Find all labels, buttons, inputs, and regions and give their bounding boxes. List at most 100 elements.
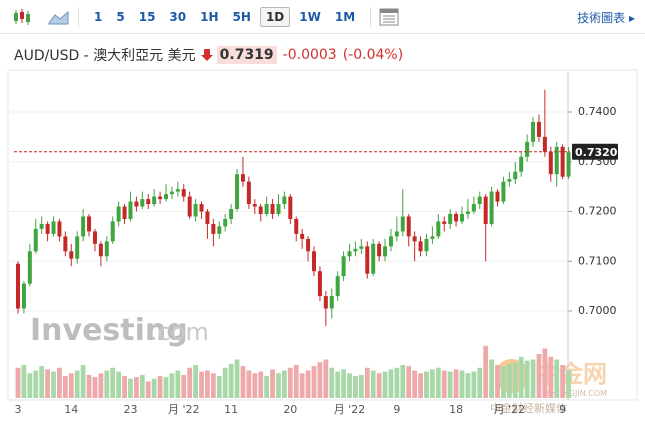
volume-bar: [270, 369, 275, 398]
candle-body: [424, 238, 429, 252]
candle-body: [240, 174, 245, 182]
volume-bar: [506, 363, 512, 398]
volume-bar: [86, 374, 92, 398]
area-icon[interactable]: [48, 9, 70, 25]
candle-body: [548, 151, 553, 175]
candle-body: [394, 231, 399, 237]
interval-button[interactable]: 1D: [259, 6, 291, 27]
candle-body: [300, 233, 305, 239]
interval-button[interactable]: 5H: [232, 9, 251, 24]
candle-body: [169, 191, 174, 195]
candle-body: [329, 296, 334, 309]
candle-body: [146, 199, 151, 205]
volume-bar: [264, 376, 270, 398]
volume-bar: [240, 366, 246, 398]
candle-body: [235, 174, 240, 210]
candle-body: [430, 236, 435, 239]
candle-icon[interactable]: [12, 8, 32, 26]
candle-body: [513, 171, 518, 180]
instrument-header: AUD/USD - 澳大利亞元 美元 0.7319 -0.0003 (-0.04…: [14, 45, 403, 65]
candle-body: [181, 189, 186, 197]
volume-bar: [566, 370, 571, 398]
interval-button[interactable]: 1W: [299, 9, 321, 24]
volume-bar: [199, 371, 204, 398]
candle-body: [57, 221, 62, 237]
volume-bar: [406, 366, 412, 398]
candle-body: [436, 221, 441, 237]
volume-bar: [495, 365, 500, 398]
candle-body: [276, 204, 281, 214]
volume-bar: [57, 367, 62, 398]
volume-bar: [134, 377, 139, 398]
candle-body: [359, 246, 364, 249]
candle-body: [400, 216, 405, 232]
watermark: .com: [150, 318, 209, 346]
volume-bar: [524, 360, 530, 398]
table-icon[interactable]: [379, 8, 399, 26]
volume-bar: [45, 369, 50, 398]
candle-body: [270, 204, 275, 214]
candle-body: [418, 241, 423, 252]
volume-bar: [424, 371, 429, 398]
volume-bar: [151, 378, 157, 398]
volume-bar: [68, 373, 74, 398]
candle-body: [288, 196, 293, 219]
volume-bar: [98, 373, 104, 398]
volume-bar: [364, 367, 370, 398]
volume-bar: [15, 367, 21, 398]
y-tick-label: 0.7200: [578, 205, 617, 218]
candle-body: [501, 181, 506, 202]
volume-bar: [477, 367, 483, 398]
technical-chart-link[interactable]: 技術圖表 ▸: [577, 11, 635, 25]
candle-body: [134, 201, 139, 207]
candle-body: [323, 296, 328, 309]
interval-button[interactable]: 1H: [200, 9, 219, 24]
volume-bar: [317, 362, 323, 398]
interval-button[interactable]: 1: [94, 9, 103, 24]
candle-body: [341, 256, 346, 277]
interval-button[interactable]: 15: [138, 9, 156, 24]
interval-button[interactable]: 30: [169, 9, 187, 24]
candle-body: [75, 236, 80, 259]
candle-body: [294, 218, 299, 234]
candle-body: [406, 216, 411, 237]
interval-button[interactable]: 5: [116, 9, 125, 24]
price-change-percent: (-0.04%): [342, 47, 404, 63]
volume-bar: [139, 374, 145, 398]
candle-body: [69, 251, 74, 259]
price-change: -0.0003: [282, 47, 337, 63]
candle-body: [217, 226, 222, 234]
candle-body: [282, 196, 287, 205]
interval-button[interactable]: 1M: [334, 9, 356, 24]
volume-bar: [335, 371, 341, 398]
candle-body: [312, 251, 316, 272]
candle-body: [39, 223, 44, 229]
candle-body: [63, 236, 68, 252]
volume-bar: [471, 371, 477, 398]
candle-body: [306, 238, 311, 252]
x-tick-label: 月 '22: [494, 403, 526, 416]
candle-body: [199, 204, 204, 212]
x-tick-label: 18: [449, 403, 463, 416]
candle-body: [164, 194, 168, 200]
candle-body: [465, 211, 470, 214]
volume-bar: [430, 369, 435, 398]
price-marker-label: 0.7320: [575, 146, 618, 159]
candle-body: [531, 121, 536, 142]
candle-body: [98, 243, 103, 257]
candle-body: [507, 179, 512, 182]
candle-body: [566, 152, 571, 177]
volume-bar: [104, 370, 110, 398]
volume-bar: [228, 363, 234, 398]
volume-bar: [435, 367, 441, 398]
volume-bar: [382, 371, 388, 398]
candle-body: [128, 201, 133, 219]
candle-body: [92, 231, 97, 244]
volume-bar: [518, 356, 524, 398]
candle-body: [335, 276, 340, 297]
volume-bar: [33, 370, 39, 398]
volume-bar: [27, 373, 33, 398]
instrument-name: AUD/USD - 澳大利亞元 美元: [14, 48, 196, 64]
volume-bar: [110, 367, 116, 398]
